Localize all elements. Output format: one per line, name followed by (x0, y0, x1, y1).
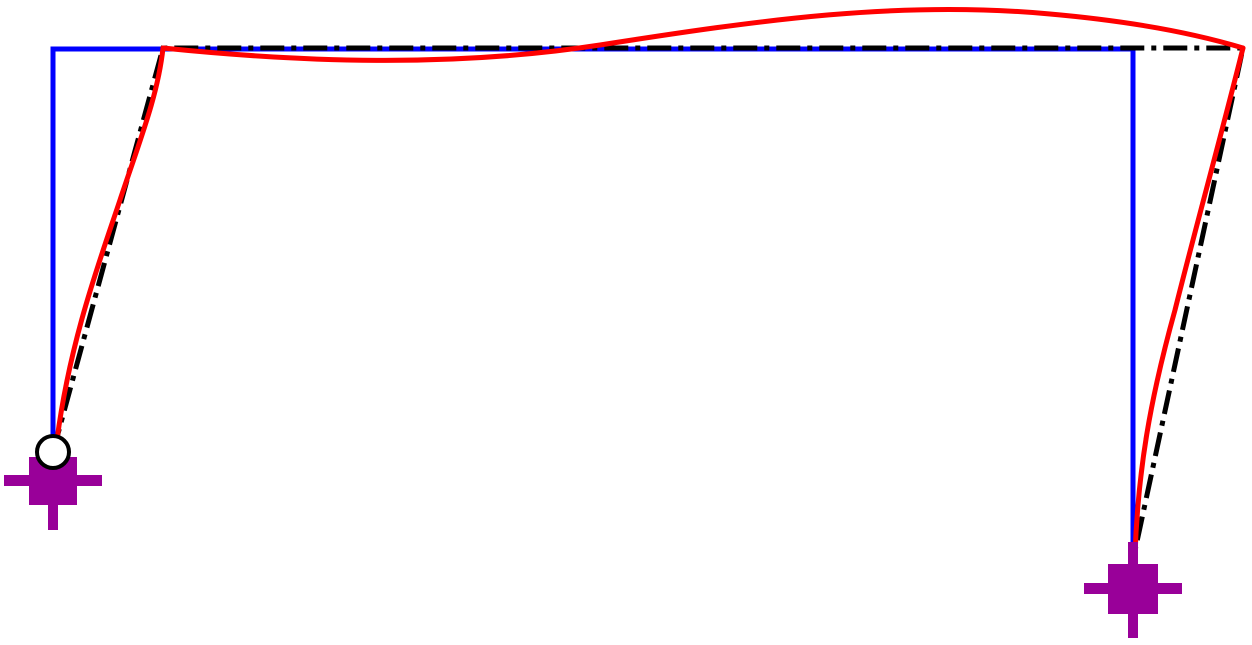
deflected-left-column (54, 45, 166, 443)
original-frame (50, 46, 1136, 560)
hinge-icon (35, 434, 71, 470)
deflected-shape (54, 6, 1246, 558)
right-fixed-support (1084, 542, 1182, 638)
right-support-vertical-bar (1128, 542, 1138, 638)
deflected-beam (160, 6, 1246, 63)
rigid-displaced-frame (50, 45, 1247, 561)
left-pinned-support (4, 434, 102, 530)
left-support-vertical-bar (48, 440, 58, 530)
deflected-right-column (1132, 45, 1246, 558)
